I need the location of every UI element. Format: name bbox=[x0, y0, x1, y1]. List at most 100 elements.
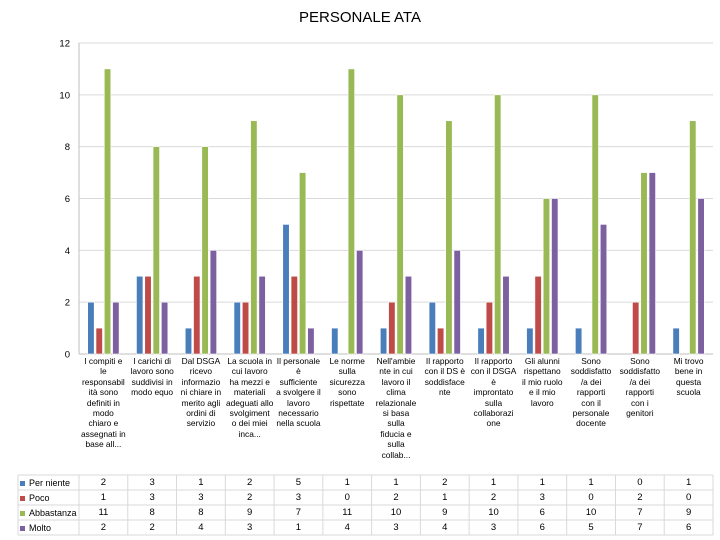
bar bbox=[331, 327, 339, 355]
data-table-cell: 1 bbox=[295, 521, 302, 533]
data-table-cell: 1 bbox=[685, 476, 692, 488]
bar bbox=[161, 301, 169, 355]
x-tick-label: Mi trovo bene in questa scuola bbox=[673, 356, 704, 398]
data-table-cell: 9 bbox=[247, 506, 253, 518]
bar bbox=[445, 120, 453, 355]
y-tick-label: 12 bbox=[59, 39, 70, 50]
data-table-cell: 0 bbox=[685, 491, 692, 503]
bar bbox=[575, 327, 583, 355]
data-table-cell: 3 bbox=[247, 521, 253, 533]
data-table-cell: 2 bbox=[247, 491, 253, 503]
bar bbox=[95, 327, 103, 355]
data-table-cell: 3 bbox=[149, 491, 155, 503]
data-table-cell: 9 bbox=[685, 506, 692, 518]
y-tick-label: 4 bbox=[65, 246, 70, 257]
bar bbox=[494, 94, 502, 355]
data-table-cell: 2 bbox=[100, 476, 107, 488]
bar bbox=[290, 275, 298, 355]
data-table-cell: 2 bbox=[442, 476, 448, 488]
data-table-cell: 10 bbox=[585, 506, 597, 518]
x-tick-label: Il personale è sufficiente a svolgere il… bbox=[276, 356, 321, 429]
data-table-cell: 5 bbox=[295, 476, 302, 488]
bar bbox=[136, 275, 144, 355]
legend-swatch bbox=[20, 510, 25, 516]
x-tick-label: Gli alunni rispettano il mio ruolo e il … bbox=[522, 356, 563, 408]
legend-swatch bbox=[20, 495, 25, 501]
data-table-cell: 2 bbox=[637, 491, 643, 503]
data-table-cell: 2 bbox=[490, 491, 497, 503]
legend-label: Molto bbox=[29, 522, 52, 533]
data-table-cell: 7 bbox=[637, 506, 643, 518]
data-table-cell: 3 bbox=[539, 491, 545, 503]
bar bbox=[347, 68, 355, 355]
x-tick-label: Il rapporto con il DSGA è improntato sul… bbox=[470, 356, 517, 429]
bar bbox=[396, 94, 404, 355]
x-tick-label: Dal DSGA ricevo informazio ni chiare in … bbox=[180, 356, 222, 429]
legend-entry: Molto bbox=[20, 521, 82, 535]
bar bbox=[152, 146, 160, 355]
data-table-cell: 1 bbox=[490, 476, 497, 488]
legend-entry: Per niente bbox=[20, 476, 82, 490]
data-table-cell: 0 bbox=[637, 476, 643, 488]
legend-entry: Abbastanza bbox=[20, 506, 82, 520]
data-table-cell: 1 bbox=[198, 476, 204, 488]
data-table-cell: 2 bbox=[247, 476, 253, 488]
bar bbox=[648, 172, 656, 355]
bar bbox=[233, 301, 241, 355]
x-tick-label: Le norme sulla sicurezza sono rispettate bbox=[329, 356, 365, 408]
legend-swatch bbox=[20, 525, 25, 531]
data-table-cell: 8 bbox=[198, 506, 204, 518]
bar bbox=[485, 301, 493, 355]
y-tick-label: 0 bbox=[65, 350, 70, 361]
bar bbox=[209, 250, 217, 355]
bar bbox=[241, 301, 250, 355]
data-table-cell: 1 bbox=[588, 476, 594, 488]
data-table-cell: 7 bbox=[637, 521, 643, 533]
bar bbox=[542, 198, 551, 355]
data-table-cell: 0 bbox=[344, 491, 350, 503]
bar bbox=[112, 301, 120, 355]
data-table-cell: 8 bbox=[149, 506, 155, 518]
legend-label: Abbastanza bbox=[29, 507, 77, 518]
bar bbox=[388, 301, 396, 355]
data-table-cell: 10 bbox=[390, 506, 402, 518]
data-table-cell: 2 bbox=[393, 491, 399, 503]
bar bbox=[437, 327, 445, 355]
bar bbox=[697, 198, 705, 355]
bar bbox=[250, 120, 258, 355]
data-table-cell: 3 bbox=[393, 521, 399, 533]
data-table-cell: 0 bbox=[588, 491, 594, 503]
y-tick-label: 6 bbox=[65, 194, 70, 205]
y-tick-label: 10 bbox=[59, 90, 70, 101]
bar bbox=[551, 198, 559, 355]
bar bbox=[258, 275, 266, 355]
x-tick-label: Sono soddisfatto /a dei rapporti con il … bbox=[570, 356, 612, 429]
data-table-cell: 9 bbox=[442, 506, 448, 518]
data-table-cell: 2 bbox=[149, 521, 155, 533]
data-table-cell: 6 bbox=[685, 521, 692, 533]
bar bbox=[428, 301, 436, 355]
legend-label: Poco bbox=[29, 492, 50, 503]
bar bbox=[379, 327, 388, 355]
legend-entry: Poco bbox=[20, 491, 82, 505]
data-table-cell: 10 bbox=[488, 506, 499, 518]
chart-title: PERSONALE ATA bbox=[299, 9, 421, 26]
bar bbox=[689, 120, 697, 355]
data-table-cell: 1 bbox=[442, 491, 448, 503]
data-table-cell: 6 bbox=[539, 506, 545, 518]
bar bbox=[640, 172, 648, 355]
data-table-cell: 11 bbox=[342, 506, 353, 518]
bar bbox=[144, 275, 152, 355]
x-tick-label: Nell'ambie nte in cui lavoro il clima re… bbox=[375, 356, 417, 460]
x-tick-label: Sono soddisfatto /a dei rapporti con i g… bbox=[619, 356, 661, 419]
bar bbox=[404, 275, 413, 355]
data-table-cell: 3 bbox=[295, 491, 302, 503]
data-table-cell: 1 bbox=[539, 476, 545, 488]
x-tick-label: I compiti e le responsabil ità sono defi… bbox=[81, 356, 126, 450]
data-table-cell: 1 bbox=[344, 476, 350, 488]
data-table-cell: 4 bbox=[344, 521, 350, 533]
bar bbox=[307, 327, 315, 355]
data-table-cell: 1 bbox=[393, 476, 399, 488]
y-tick-label: 8 bbox=[65, 142, 70, 153]
